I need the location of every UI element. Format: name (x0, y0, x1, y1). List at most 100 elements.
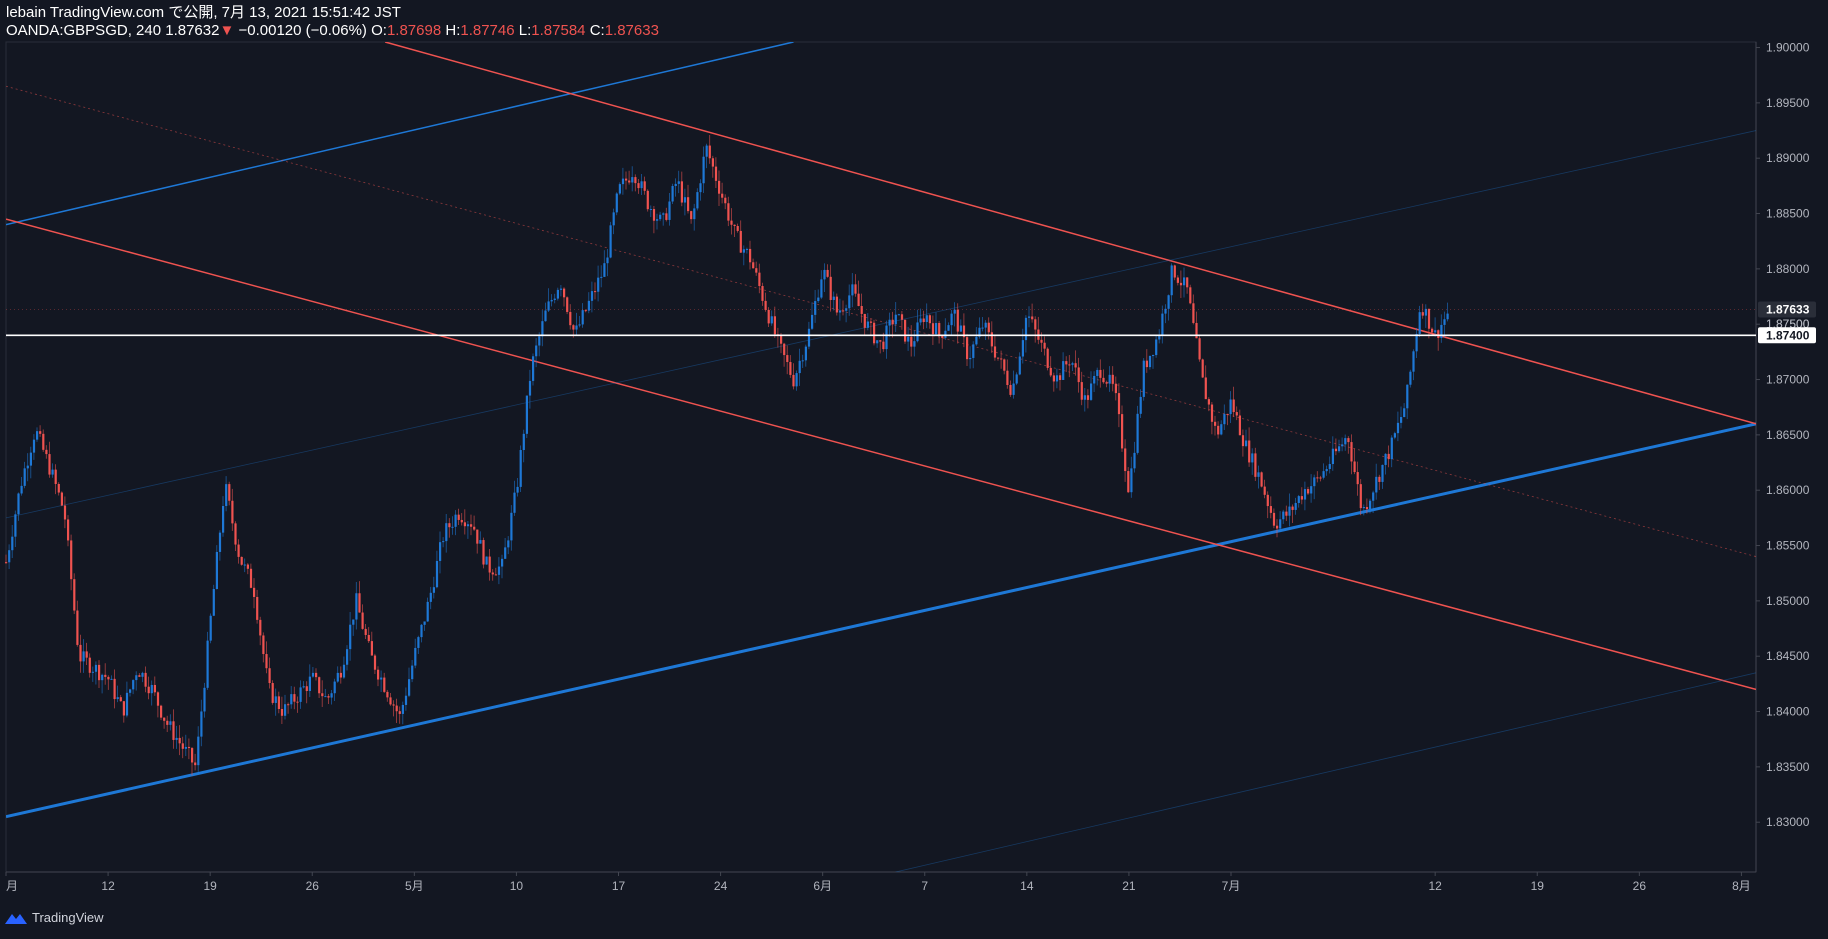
tradingview-logo-icon (5, 913, 27, 924)
candle-body (73, 579, 76, 611)
candle-body (1257, 472, 1260, 477)
trend-line-blue-upper (6, 42, 794, 226)
candle-body (1028, 316, 1031, 318)
candle-body (240, 556, 243, 565)
candle-body (891, 319, 894, 325)
candle-body (200, 711, 203, 737)
candle-body (1102, 377, 1105, 383)
candle-body (122, 701, 125, 716)
x-tick-label: 26 (306, 879, 320, 893)
candle-body (649, 209, 652, 211)
candle-body (488, 556, 491, 573)
candle-body (1294, 502, 1297, 510)
candle-body (975, 336, 978, 345)
candle-body (256, 596, 259, 620)
x-tick-label: 7月 (1222, 879, 1241, 893)
candle-body (699, 183, 702, 193)
candle-body (1387, 453, 1390, 460)
candle-body (125, 692, 129, 716)
candle-body (280, 708, 284, 716)
candle-body (594, 291, 597, 293)
candle-body (445, 523, 448, 542)
candle-body (166, 720, 169, 725)
candle-body (618, 184, 621, 194)
candle-body (553, 298, 556, 300)
candle-body (758, 272, 761, 287)
price-label-bg (1758, 327, 1816, 344)
candle-body (916, 322, 919, 342)
candle-body (395, 705, 398, 712)
candle-body (783, 343, 786, 356)
candle-body (194, 762, 197, 766)
candle-body (1276, 525, 1279, 529)
candle-body (1006, 370, 1009, 385)
candle-body (184, 746, 187, 749)
candle-body (222, 505, 225, 533)
low-label: L: (518, 22, 532, 39)
candle-body (1000, 358, 1003, 360)
candle-body (14, 514, 17, 537)
candle-body (336, 672, 339, 682)
candle-body (485, 556, 488, 565)
candle-body (1052, 375, 1055, 382)
candle-body (451, 526, 454, 528)
candle-body (925, 315, 928, 323)
candle-body (631, 177, 634, 183)
price-label: 1.87633 (1766, 302, 1810, 316)
candle-body (767, 309, 770, 324)
candle-body (311, 672, 315, 677)
footer-brand[interactable]: TradingView (4, 910, 104, 925)
candle-body (1040, 339, 1043, 343)
candle-body (1179, 282, 1183, 286)
candle-body (820, 279, 823, 298)
candle-body (277, 696, 280, 709)
candle-body (947, 325, 950, 331)
candle-body (597, 277, 600, 292)
candle-body (665, 213, 668, 220)
candle-body (132, 680, 135, 690)
candle-body (1375, 476, 1378, 493)
candle-body (773, 316, 776, 335)
candle-body (910, 336, 913, 347)
candle-body (299, 687, 302, 702)
candle-body (1096, 369, 1099, 376)
candle-body (569, 311, 572, 326)
candle-body (1307, 489, 1310, 494)
candle-body (817, 297, 820, 302)
candle-body (1341, 444, 1344, 447)
candle-body (1015, 374, 1018, 384)
candle-body (411, 665, 414, 680)
candle-body (253, 587, 256, 597)
candle-body (398, 711, 401, 714)
candle-body (1090, 383, 1093, 400)
close-label: C: (589, 22, 605, 39)
y-tick-label: 1.85500 (1766, 539, 1810, 553)
candle-body (538, 336, 541, 346)
candle-body (842, 310, 845, 312)
candle-body (956, 309, 959, 332)
candle-body (32, 439, 36, 453)
candle-body (749, 248, 752, 263)
candle-body (1065, 361, 1068, 365)
x-tick-label: 6月 (813, 879, 832, 893)
candle-body (1093, 375, 1096, 384)
candle-body (978, 327, 981, 337)
candle-body (510, 512, 513, 541)
candle-body (984, 322, 987, 328)
candle-body (876, 340, 879, 344)
symbol-label: OANDA:GBPSGD, 240 (6, 22, 162, 39)
candle-body (652, 209, 656, 221)
candle-body (54, 469, 57, 485)
candle-body (454, 514, 457, 527)
candle-body (1086, 395, 1090, 400)
candle-body (231, 500, 234, 524)
candle-body (1427, 308, 1431, 329)
candle-body (11, 536, 14, 551)
candle-body (1059, 375, 1062, 380)
candle-body (1223, 413, 1226, 425)
candle-body (1362, 507, 1365, 509)
candle-body (237, 544, 240, 557)
candle-body (1111, 374, 1114, 384)
trend-line-blue-low-faint (895, 672, 1756, 872)
